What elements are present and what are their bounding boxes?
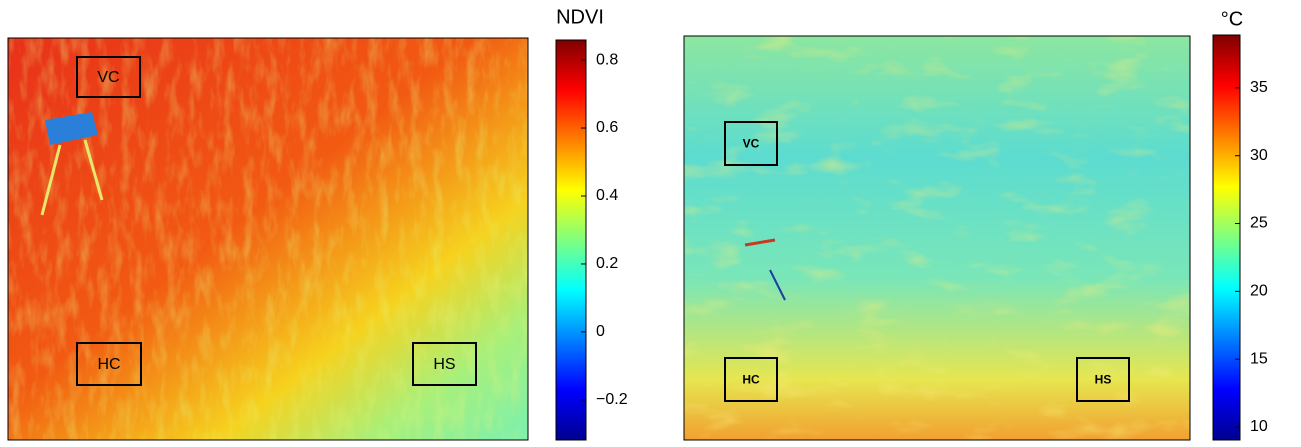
colorbar-tick-label: 0.2 (596, 255, 618, 272)
region-box (724, 357, 778, 402)
region-label: HS (1095, 373, 1112, 387)
colorbar-tick-label: 30 (1250, 147, 1268, 164)
region-label: HC (97, 356, 120, 373)
region-label: VC (97, 69, 119, 86)
colorbar-tick-label: 25 (1250, 215, 1268, 232)
colorbar-label: °C (1221, 8, 1243, 30)
region-label: HS (433, 356, 455, 373)
region-label: VC (743, 137, 760, 151)
colorbar-label: NDVI (556, 6, 604, 28)
colorbar-tick-label: 20 (1250, 283, 1268, 300)
colorbar-tick-label: 35 (1250, 79, 1268, 96)
colorbar-tick-label: 0.6 (596, 119, 618, 136)
ndvi-image (7, 37, 529, 441)
region-box (76, 342, 142, 386)
colorbar (555, 39, 587, 441)
region-box (724, 121, 778, 166)
region-box (76, 56, 141, 98)
colorbar-tick-label: −0.2 (596, 391, 628, 408)
colorbar-tick-label: 0.4 (596, 187, 618, 204)
colorbar (1212, 34, 1241, 441)
colorbar-tick-label: 0 (596, 323, 605, 340)
region-box (1076, 357, 1130, 402)
region-box (412, 342, 477, 386)
region-label: HC (742, 373, 760, 387)
colorbar-tick-label: 0.8 (596, 51, 618, 68)
colorbar-tick-label: 10 (1250, 418, 1268, 435)
temperature-image (683, 35, 1191, 441)
colorbar-tick-label: 15 (1250, 350, 1268, 367)
